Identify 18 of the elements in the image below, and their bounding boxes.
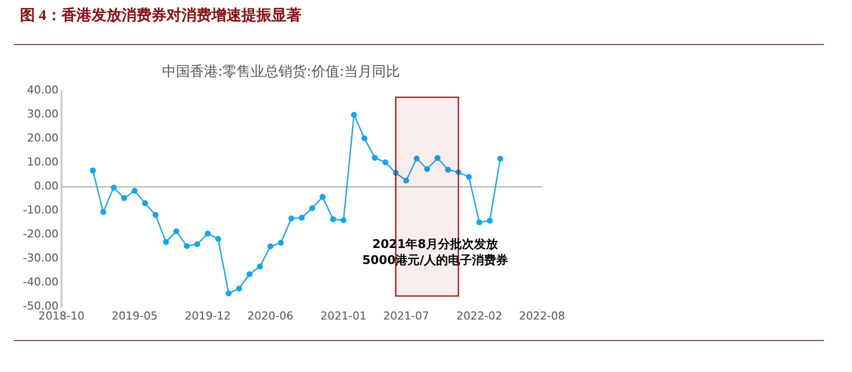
x-tick-label: 2019-05 (112, 309, 158, 322)
y-tick-label: -30.00 (22, 252, 58, 265)
y-tick-label: -20.00 (22, 228, 58, 241)
y-tick-label: 10.00 (26, 156, 58, 169)
chart-subtitle: 中国香港:零售业总销货:价值:当月同比 (162, 64, 400, 80)
x-tick-label: 2021-07 (383, 309, 430, 322)
y-tick-label: 20.00 (26, 132, 58, 145)
x-tick-label: 2020-06 (247, 309, 294, 322)
x-tick-label: 2022-02 (456, 309, 502, 322)
x-tick-label: 2021-01 (320, 309, 366, 322)
y-tick-label: -40.00 (22, 276, 58, 289)
y-tick-label: 0.00 (34, 180, 58, 193)
y-tick-label: 40.00 (26, 84, 58, 97)
chart-title: 图 4：香港发放消费券对消费增速提振显著 (20, 6, 302, 25)
y-tick-label: 30.00 (26, 108, 58, 121)
y-tick-label: -10.00 (22, 204, 58, 217)
x-tick-label: 2019-12 (184, 309, 231, 322)
x-tick-label: 2022-08 (519, 309, 565, 322)
